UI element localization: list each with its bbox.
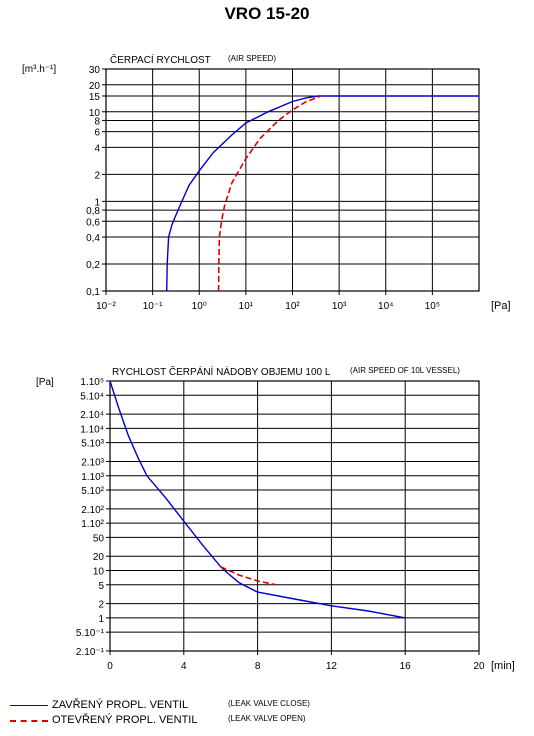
chart-subtitle: (AIR SPEED) [228,54,276,63]
chart-subtitle: (AIR SPEED OF 10L VESSEL) [350,366,460,375]
legend-line-open [10,720,48,722]
y-tick-label: 1.10³ [81,472,104,483]
y-tick-label: 1.10⁴ [80,424,104,435]
x-axis-label: [min] [491,660,515,672]
y-tick-label: 6 [94,128,100,139]
chart-title: RYCHLOST ČERPÁNÍ NÁDOBY OBJEMU 100 L [112,365,331,378]
y-tick-label: 4 [94,143,100,154]
series-closed [109,380,406,619]
y-tick-label: 8 [94,116,100,127]
y-tick-label: 15 [89,92,101,103]
vessel-pumping-chart: 2.10⁻¹5.10⁻¹1251020501.10²2.10²5.10²1.10… [36,365,515,672]
y-tick-label: 0,2 [86,260,100,271]
x-tick-label: 10¹ [239,301,254,312]
x-tick-label: 10⁻¹ [143,301,163,312]
y-tick-label: 0,1 [86,287,100,298]
x-tick-label: 10³ [332,301,347,312]
legend-line-closed [10,705,48,706]
x-tick-label: 16 [400,661,412,672]
y-tick-label: 0,4 [86,233,100,244]
y-tick-label: 2.10³ [81,457,104,468]
y-tick-label: 5.10⁴ [80,391,104,402]
y-tick-label: 2.10⁴ [80,410,104,421]
y-tick-label: 50 [93,533,105,544]
legend-sublabel-closed: (LEAK VALVE CLOSE) [228,699,310,708]
x-tick-label: 12 [326,661,338,672]
x-tick-label: 10² [285,301,300,312]
x-tick-label: 10⁰ [192,301,207,312]
x-tick-label: 0 [107,661,113,672]
x-tick-label: 10⁻² [96,301,116,312]
series-closed [166,95,479,292]
legend-label-closed: ZAVŘENÝ PROPL. VENTIL [52,699,189,711]
x-tick-label: 8 [255,661,261,672]
y-tick-label: 20 [89,81,101,92]
y-tick-label: 1 [98,614,104,625]
x-tick-label: 20 [473,661,485,672]
y-tick-label: 10 [89,108,101,119]
x-tick-label: 10⁴ [378,301,393,312]
series-open [217,95,321,292]
y-tick-label: 2.10⁻¹ [76,647,105,658]
y-axis-label: [Pa] [36,377,54,388]
y-tick-label: 20 [93,552,105,563]
y-tick-label: 5 [98,581,104,592]
y-tick-label: 5.10² [81,486,104,497]
plot-frame [109,380,480,652]
y-tick-label: 0,6 [86,217,100,228]
y-axis-label: [m³.h⁻¹] [22,64,56,75]
y-tick-label: 1.10² [81,519,104,530]
legend-sublabel-open: (LEAK VALVE OPEN) [228,714,306,723]
y-tick-label: 2.10² [81,505,104,516]
y-tick-label: 5.10³ [81,439,104,450]
y-tick-label: 2 [98,600,104,611]
chart-title: ČERPACÍ RYCHLOST [110,53,211,66]
page-title: VRO 15-20 [224,4,310,23]
series-open [220,566,277,586]
y-tick-label: 5.10⁻¹ [76,628,105,639]
y-tick-label: 1 [94,197,100,208]
x-tick-label: 4 [181,661,187,672]
legend-label-open: OTEVŘENÝ PROPL. VENTIL [52,714,198,726]
y-tick-label: 2 [94,170,100,181]
x-axis-label: [Pa] [491,300,511,312]
x-tick-label: 10⁵ [425,301,440,312]
y-tick-label: 30 [89,65,101,76]
y-tick-label: 1.10⁵ [80,377,104,388]
y-tick-label: 0,8 [86,206,100,217]
y-tick-label: 10 [93,567,105,578]
